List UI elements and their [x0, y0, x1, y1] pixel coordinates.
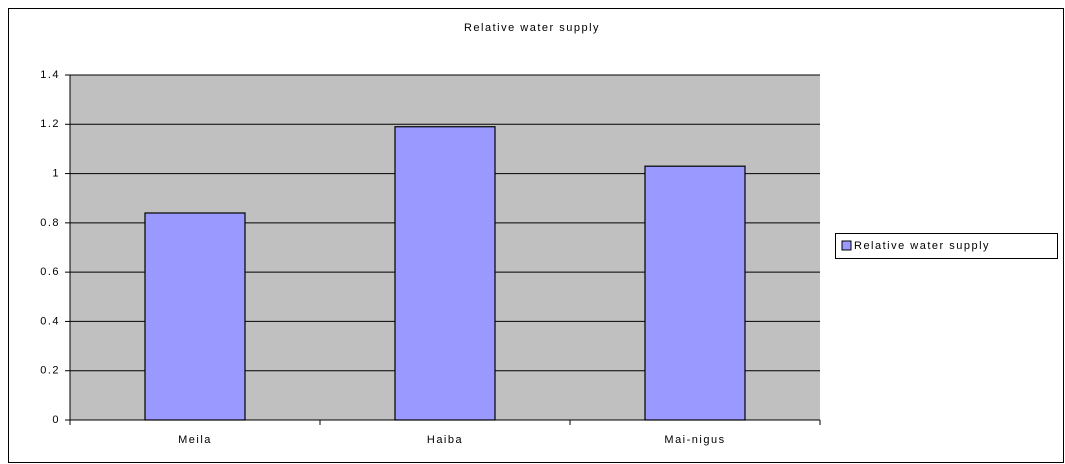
y-tick-label: 1	[52, 167, 60, 179]
legend-swatch	[841, 240, 852, 251]
x-tick-label: Haiba	[427, 434, 463, 446]
y-tick-label: 1.2	[40, 118, 60, 130]
y-tick-label: 0.2	[40, 365, 60, 377]
x-tick-label: Mai-nigus	[664, 434, 725, 446]
x-tick-label: Meila	[178, 434, 212, 446]
legend-label: Relative water supply	[854, 240, 990, 252]
y-tick-label: 0.6	[40, 266, 60, 278]
chart-title: Relative water supply	[464, 22, 600, 34]
bar	[644, 165, 746, 421]
bar	[394, 126, 496, 421]
y-tick-label: 0.4	[40, 315, 60, 327]
bar	[144, 212, 246, 421]
y-tick-label: 1.4	[40, 69, 60, 81]
y-tick-label: 0	[52, 414, 60, 426]
y-tick-label: 0.8	[40, 217, 60, 229]
legend-box	[835, 233, 1058, 259]
